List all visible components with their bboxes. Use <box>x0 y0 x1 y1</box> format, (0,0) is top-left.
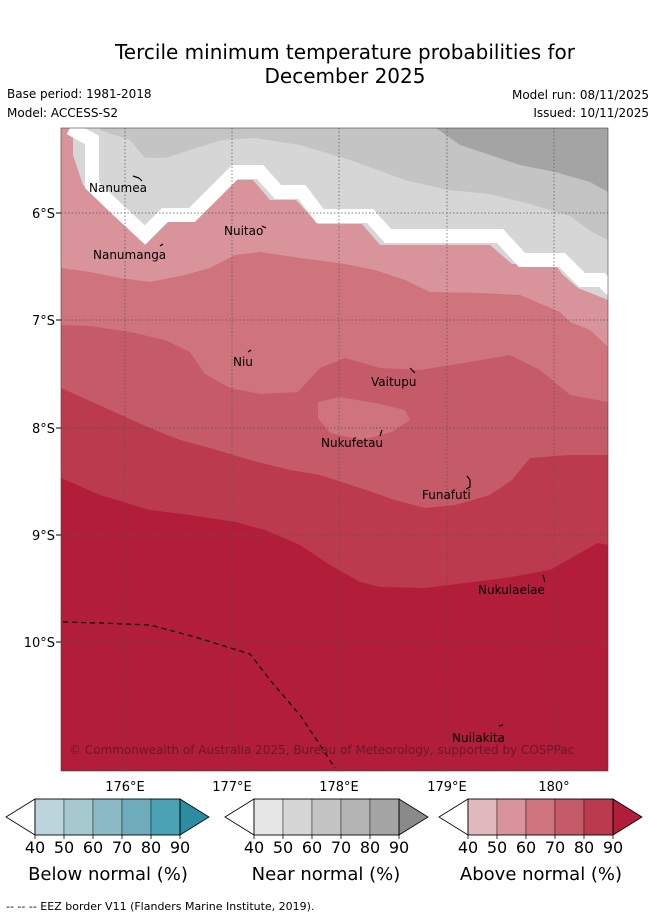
x-tick-label: 179°E <box>427 780 467 795</box>
colorbar-segment <box>496 798 527 836</box>
x-tick-label: 178°E <box>319 780 359 795</box>
colorbar-tick-label: 90 <box>603 838 623 857</box>
eez-border <box>62 621 336 769</box>
place-nanumanga: Nanumanga <box>93 248 166 262</box>
colorbar-near-normal: 40 50 60 70 80 90 <box>224 798 429 857</box>
place-funafuti: Funafuti <box>422 488 471 502</box>
colorbar-frame <box>34 798 181 836</box>
colorbar-tick-label: 80 <box>360 838 380 857</box>
colorbar-tick-label: 40 <box>244 838 264 857</box>
colorbar-below-label: Below normal (%) <box>28 864 188 885</box>
map-frame <box>60 127 609 772</box>
island-outlines <box>132 175 546 727</box>
colorbar-segment <box>583 798 614 836</box>
colorbar-below-normal: 40 50 60 70 80 90 <box>5 798 210 857</box>
colorbar-frame <box>467 798 614 836</box>
transition-ribbon <box>66 128 608 295</box>
colorbar-segment <box>253 798 284 836</box>
colorbar-tick-label: 90 <box>170 838 190 857</box>
y-tick-label: 9°S <box>32 529 55 544</box>
place-labels: Nanumea Nuitao Nanumanga Niu Vaitupu Nuk… <box>89 181 545 745</box>
x-tick-label: 177°E <box>212 780 252 795</box>
band-near-70 <box>436 128 608 192</box>
island-nuilakita <box>498 724 504 727</box>
copyright-notice: © Commonwealth of Australia 2025, Bureau… <box>69 743 574 757</box>
colorbar-high-extension <box>612 798 643 836</box>
colorbar-tick-label: 40 <box>25 838 45 857</box>
colorbar-above-normal: 40 50 60 70 80 90 <box>438 798 643 857</box>
colorbar-tick-label: 60 <box>302 838 322 857</box>
y-tick-label: 10°S <box>24 636 55 651</box>
colorbar-tick-label: 50 <box>54 838 74 857</box>
place-nukufetau: Nukufetau <box>321 436 383 450</box>
colorbar-tick-label: 40 <box>458 838 478 857</box>
band-near-60 <box>100 128 608 240</box>
colorbar-low-extension <box>5 798 36 836</box>
x-tick-label: 176°E <box>105 780 145 795</box>
title-line-1: Tercile minimum temperature probabilitie… <box>114 40 576 64</box>
place-niu: Niu <box>233 355 253 369</box>
map-title: Tercile minimum temperature probabilitie… <box>0 40 655 88</box>
gridlines <box>61 128 608 771</box>
colorbar-tick-label: 70 <box>112 838 132 857</box>
colorbar-tick-label: 90 <box>389 838 409 857</box>
model-run: Model run: 08/11/2025 <box>511 88 649 102</box>
colorbar-tick-label: 60 <box>516 838 536 857</box>
colorbar-tick-label: 70 <box>545 838 565 857</box>
y-tick-label: 7°S <box>32 314 55 329</box>
y-tick-marks <box>56 212 61 643</box>
island-vaitupu <box>409 367 416 374</box>
y-tick-label: 6°S <box>32 207 55 222</box>
colorbar-segment <box>121 798 152 836</box>
colorbar-segment <box>63 798 94 836</box>
colorbar-low-extension <box>438 798 469 836</box>
place-nanumea: Nanumea <box>89 181 147 195</box>
island-funafuti <box>465 475 471 490</box>
colorbar-segment <box>467 798 498 836</box>
colorbar-tick-label: 80 <box>141 838 161 857</box>
island-nanumanga <box>159 243 164 247</box>
island-nukulaelae <box>542 574 546 583</box>
colorbar-near-label: Near normal (%) <box>252 864 401 885</box>
base-period: Base period: 1981-2018 <box>7 87 152 101</box>
island-nukufetau <box>379 429 383 437</box>
colorbar-tick-label: 60 <box>83 838 103 857</box>
x-tick-label: 180° <box>538 780 569 795</box>
colorbar-segment <box>525 798 556 836</box>
colorbar-segment <box>92 798 123 836</box>
place-nuilakita: Nuilakita <box>452 731 505 745</box>
y-tick-labels: 6°S 7°S 8°S 9°S 10°S <box>24 207 55 651</box>
colorbar-tick-label: 50 <box>487 838 507 857</box>
colorbar-low-extension <box>224 798 255 836</box>
colorbar-tick-label: 80 <box>574 838 594 857</box>
place-nuitao: Nuitao <box>224 224 263 238</box>
colorbar-segment <box>282 798 313 836</box>
colorbar-above-label: Above normal (%) <box>460 864 622 885</box>
issued-date: Issued: 10/11/2025 <box>533 106 649 120</box>
place-vaitupu: Vaitupu <box>371 375 417 389</box>
colorbar-segment <box>311 798 342 836</box>
island-nuitao <box>261 225 267 229</box>
colorbar-segment <box>340 798 371 836</box>
title-line-2: December 2025 <box>264 64 426 88</box>
colorbar-segment <box>369 798 400 836</box>
colorbar-segment <box>150 798 181 836</box>
colorbar-segment <box>34 798 65 836</box>
probability-fields <box>61 128 608 771</box>
island-niu <box>247 349 252 353</box>
place-nukulaelae: Nukulaelae <box>478 583 545 597</box>
colorbar-tick-label: 50 <box>273 838 293 857</box>
colorbar-frame <box>253 798 400 836</box>
y-tick-label: 8°S <box>32 422 55 437</box>
colorbar-high-extension <box>398 798 429 836</box>
model-name: Model: ACCESS-S2 <box>7 106 119 120</box>
colorbar-high-extension <box>179 798 210 836</box>
island-warm-patch <box>318 397 410 440</box>
island-nanumea <box>132 175 143 182</box>
colorbar-tick-label: 70 <box>331 838 351 857</box>
colorbar-segment <box>554 798 585 836</box>
x-tick-labels: 176°E 177°E 178°E 179°E 180° <box>105 780 569 795</box>
eez-legend-note: -- -- -- EEZ border V11 (Flanders Marine… <box>6 900 315 913</box>
